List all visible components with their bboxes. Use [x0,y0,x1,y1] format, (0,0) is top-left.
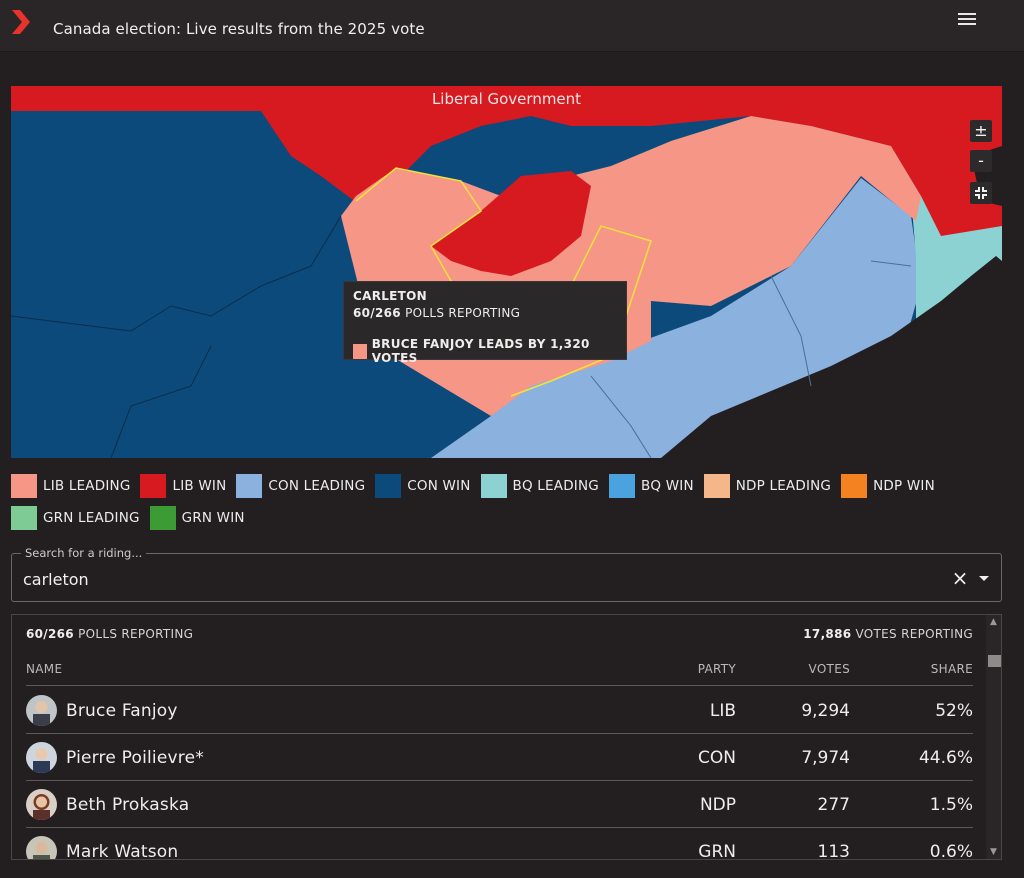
candidate-share: 44.6% [918,748,973,768]
legend-swatch [11,474,37,498]
legend-label: CON WIN [407,478,471,494]
legend-item: BQ WIN [608,474,694,498]
legend-swatch [841,474,868,498]
legend-label: NDP WIN [873,478,935,494]
polls-count: 60/266 [26,627,74,641]
top-bar: Canada election: Live results from the 2… [0,0,1024,52]
candidate-party: NDP [699,795,736,815]
riding-tooltip: CARLETON 60/266 POLLS REPORTING BRUCE FA… [343,281,627,365]
header-votes: VOTES [808,662,850,676]
legend-item: CON LEADING [236,474,365,498]
tooltip-lead: BRUCE FANJOY LEADS BY 1,320 VOTES [353,337,617,365]
table-row: Mark Watson GRN 113 0.6% [26,828,973,860]
header-party: PARTY [697,662,736,676]
candidate-share: 1.5% [929,795,973,815]
zoom-in-button[interactable]: ± [970,120,992,142]
clear-search-icon[interactable]: × [951,566,969,590]
legend-item: GRN LEADING [11,506,140,530]
polls-label: POLLS REPORTING [78,627,194,641]
candidate-party: CON [698,748,736,768]
map-canvas[interactable] [11,86,1002,458]
legend-item: LIB WIN [140,474,226,498]
candidate-share: 52% [935,701,973,721]
table-header: NAME PARTY VOTES SHARE [26,662,973,686]
zoom-out-button[interactable]: - [970,150,992,172]
tooltip-polls-label: POLLS REPORTING [405,306,521,320]
legend-label: CON LEADING [268,478,366,494]
legend-item: NDP WIN [841,474,935,498]
candidate-share: 0.6% [929,842,973,860]
brand-logo-icon[interactable] [10,8,32,36]
avatar [26,836,57,859]
legend-item: BQ LEADING [480,474,599,498]
dropdown-arrow-icon[interactable] [976,570,992,586]
search-label: Search for a riding... [21,546,147,560]
tooltip-lead-text: BRUCE FANJOY LEADS BY 1,320 VOTES [371,337,590,365]
riding-search[interactable]: Search for a riding... × [11,546,1002,602]
candidate-name: Bruce Fanjoy [66,701,178,721]
legend-swatch [236,474,263,498]
legend-label: BQ WIN [640,478,694,494]
avatar [26,789,57,820]
header-share: SHARE [930,662,973,676]
candidate-name: Beth Prokaska [66,795,190,815]
candidate-name: Mark Watson [66,842,179,860]
results-table: 60/266 POLLS REPORTING 17,886 VOTES REPO… [11,614,1002,860]
tooltip-polls: 60/266 POLLS REPORTING [353,306,617,320]
legend-swatch [480,474,507,498]
scroll-down-icon[interactable]: ▼ [990,847,997,857]
legend-item: LIB LEADING [11,474,130,498]
legend-label: LIB WIN [172,478,227,494]
search-input[interactable] [23,568,923,590]
legend-label: BQ LEADING [512,478,599,494]
legend-label: LIB LEADING [43,478,131,494]
results-summary: 60/266 POLLS REPORTING 17,886 VOTES REPO… [26,627,973,643]
tooltip-riding-name: CARLETON [353,289,428,303]
table-row: Pierre Poilievre* CON 7,974 44.6% [26,734,973,781]
legend-item: GRN WIN [149,506,245,530]
candidate-votes: 7,974 [801,748,850,768]
legend-label: GRN LEADING [43,510,140,526]
table-row: Bruce Fanjoy LIB 9,294 52% [26,687,973,734]
votes-reporting: 17,886 VOTES REPORTING [803,627,973,641]
legend-swatch [140,474,167,498]
legend-swatch [149,506,176,530]
candidate-party: GRN [698,842,736,860]
legend-swatch [703,474,730,498]
riding-map[interactable]: Liberal Government ± - CARLETON 60/266 P… [11,86,1002,458]
legend-swatch [375,474,402,498]
legend-item: NDP LEADING [703,474,832,498]
polls-reporting: 60/266 POLLS REPORTING [26,627,193,641]
fit-map-icon[interactable] [970,182,992,204]
map-banner: Liberal Government [431,90,582,108]
legend-swatch [608,474,635,498]
table-row: Beth Prokaska NDP 277 1.5% [26,781,973,828]
candidate-name: Pierre Poilievre* [66,748,204,768]
legend-label: GRN WIN [181,510,245,526]
avatar [26,742,57,773]
tooltip-polls-count: 60/266 [353,306,401,320]
legend-swatch [11,506,37,530]
results-scrollbar[interactable]: ▲ ▼ [986,615,1001,859]
candidate-votes: 9,294 [801,701,850,721]
legend-item: CON WIN [375,474,470,498]
candidate-votes: 277 [817,795,850,815]
avatar [26,695,57,726]
votes-label: VOTES REPORTING [855,627,973,641]
hamburger-menu-icon[interactable] [958,13,976,29]
scroll-thumb[interactable] [988,655,1001,667]
legend-label: NDP LEADING [735,478,832,494]
candidate-party: LIB [709,701,736,721]
map-legend: LIB LEADING LIB WIN CON LEADING CON WIN BQ L… [11,474,1011,538]
header-name: NAME [26,662,63,676]
candidate-votes: 113 [817,842,850,860]
page-title: Canada election: Live results from the 2… [53,20,425,38]
tooltip-lead-swatch [353,343,367,359]
scroll-up-icon[interactable]: ▲ [990,617,997,627]
votes-count: 17,886 [803,627,852,641]
